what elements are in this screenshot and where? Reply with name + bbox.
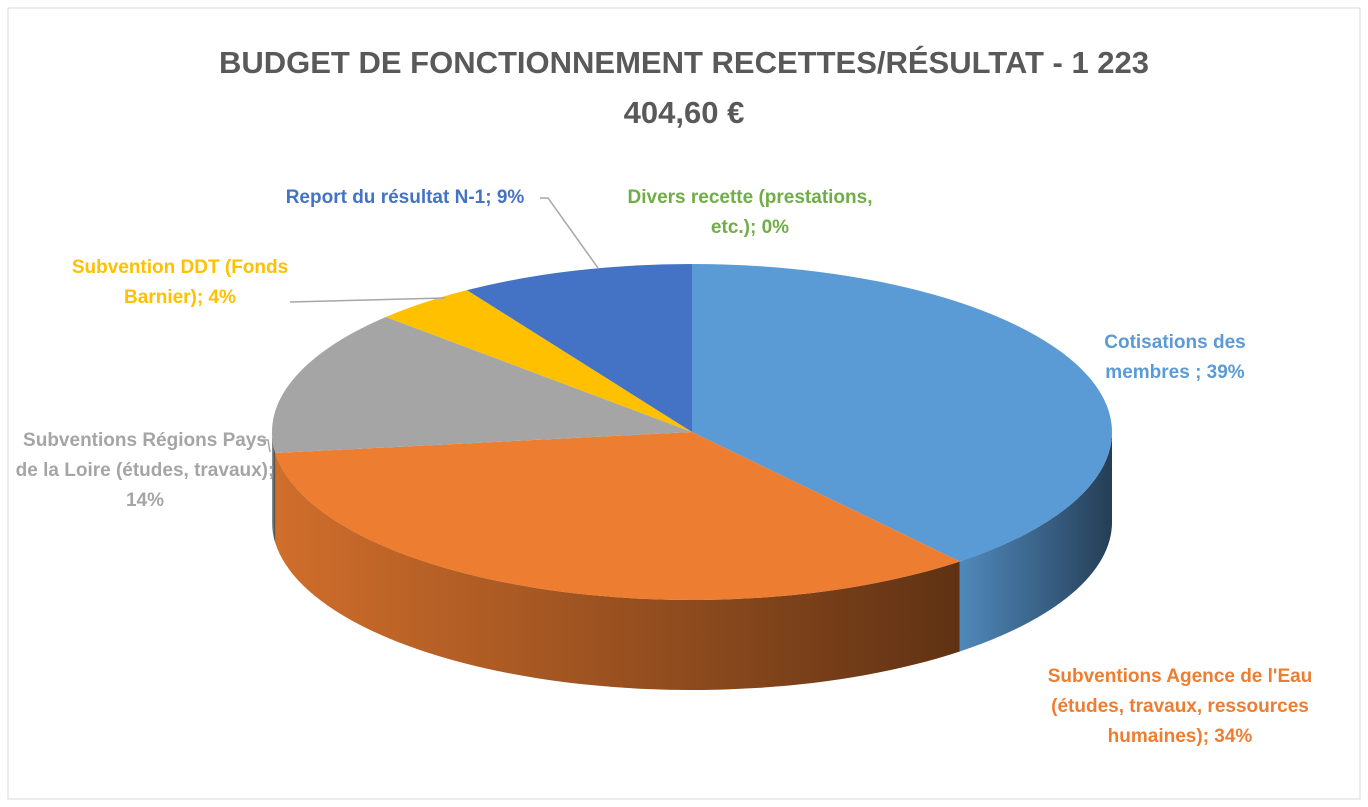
leader-line [289, 297, 446, 303]
data-label: Subventions Agence de l'Eau (études, tra… [1047, 666, 1313, 747]
side-shade [272, 432, 276, 544]
side-shade [275, 453, 960, 691]
slice [692, 264, 1113, 562]
chart-title: BUDGET DE FONCTIONNEMENT RECETTES/RÉSULT… [218, 45, 1150, 130]
data-label: Divers recette (prestations, etc.); 0% [627, 187, 873, 238]
slice [385, 290, 692, 432]
pie [272, 264, 1113, 691]
data-label: Subvention DDT (Fonds Barnier); 4% [71, 257, 289, 308]
data-label: Report du résultat N-1; 9% [285, 187, 525, 208]
leader-lines [258, 197, 599, 453]
slice [275, 432, 960, 600]
data-label: Subventions Régions Pays de la Loire (ét… [15, 430, 275, 511]
leader-line [258, 439, 271, 453]
data-label: Cotisations des membres ; 39% [1104, 332, 1246, 383]
side-shade [959, 432, 1112, 652]
slice [466, 264, 692, 432]
leader-line [540, 197, 599, 269]
slice [272, 316, 692, 454]
